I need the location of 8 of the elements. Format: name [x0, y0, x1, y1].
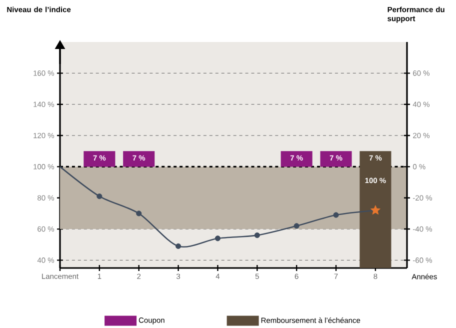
point	[294, 223, 300, 229]
point	[176, 243, 182, 249]
point	[136, 210, 142, 216]
point	[370, 205, 380, 215]
point	[96, 194, 102, 200]
point	[333, 212, 339, 218]
point	[254, 232, 260, 238]
point	[214, 236, 221, 242]
